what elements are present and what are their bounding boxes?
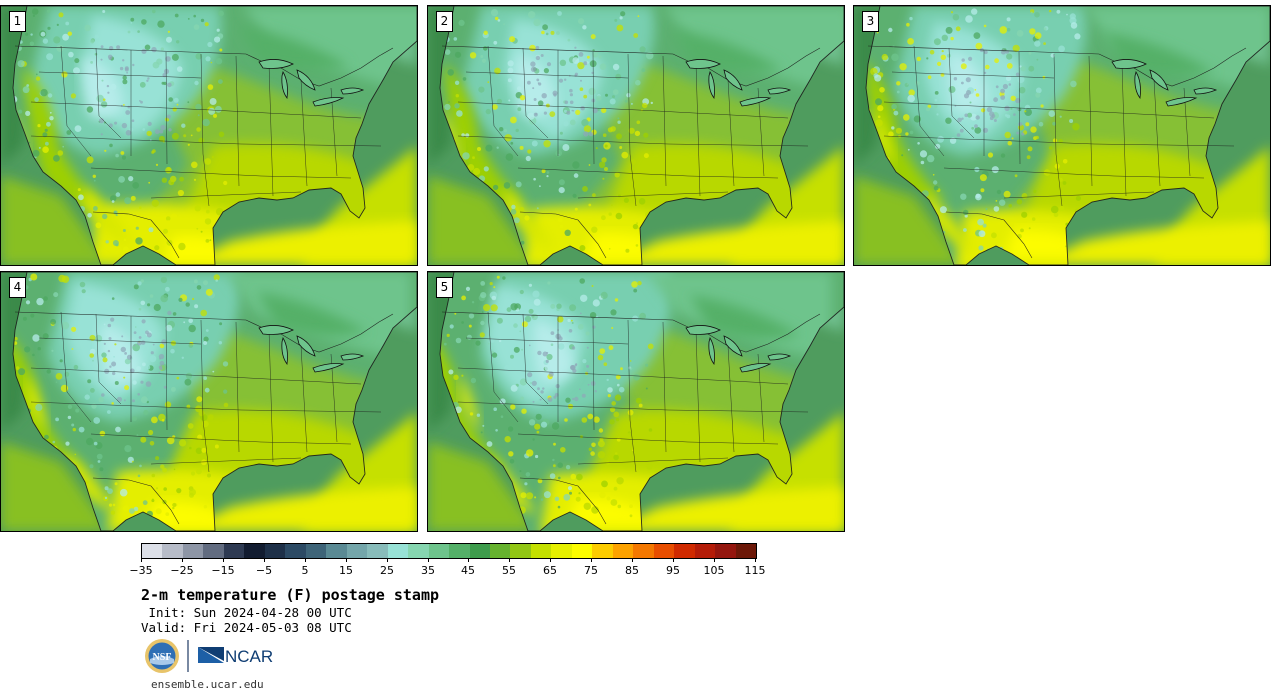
init-time: Init: Sun 2024-04-28 00 UTC — [141, 605, 352, 620]
colorbar-swatch — [612, 544, 634, 558]
colorbar-tick-label: 85 — [625, 564, 639, 577]
colorbar-swatch — [510, 544, 531, 558]
ensemble-member-map-3: 3 — [853, 5, 1271, 266]
colorbar-tick-mark — [428, 558, 429, 562]
colorbar-tick-mark — [346, 558, 347, 562]
footer-url: ensemble.ucar.edu — [151, 678, 264, 691]
colorbar-tick-label: 95 — [666, 564, 680, 577]
temperature-map — [1, 272, 417, 531]
colorbar-tick-mark — [591, 558, 592, 562]
colorbar-tick-label: −25 — [170, 564, 194, 577]
colorbar-swatch — [633, 544, 654, 558]
colorbar-swatch — [530, 544, 552, 558]
colorbar-swatch — [264, 544, 286, 558]
colorbar-tick-mark — [673, 558, 674, 562]
colorbar-tick-label: 45 — [461, 564, 475, 577]
member-number-label: 1 — [9, 11, 26, 32]
colorbar-tick-mark — [714, 558, 715, 562]
nsf-ncar-logo: NSF NCAR — [145, 639, 273, 673]
colorbar-tick-label: 115 — [744, 564, 766, 577]
colorbar-swatch — [469, 544, 490, 558]
temperature-map — [1, 6, 417, 265]
colorbar-swatch — [305, 544, 327, 558]
colorbar-tick-mark — [755, 558, 756, 562]
colorbar-tick-mark — [550, 558, 551, 562]
member-number-label: 5 — [436, 277, 453, 298]
ensemble-member-map-1: 1 — [0, 5, 418, 266]
colorbar-tick-mark — [305, 558, 306, 562]
temperature-map — [428, 272, 844, 531]
ncar-logo-icon: NCAR — [198, 647, 273, 666]
colorbar-swatch — [428, 544, 450, 558]
ensemble-member-map-5: 5 — [427, 271, 845, 532]
colorbar-swatch — [326, 544, 347, 558]
colorbar-tick-label: 55 — [502, 564, 516, 577]
colorbar-tick-label: 75 — [584, 564, 598, 577]
svg-text:NCAR: NCAR — [225, 647, 273, 666]
colorbar-swatch — [715, 544, 736, 558]
colorbar-swatch — [571, 544, 593, 558]
colorbar-tick-mark — [632, 558, 633, 562]
colorbar-tick-label: 35 — [421, 564, 435, 577]
colorbar-tick-mark — [509, 558, 510, 562]
colorbar-ticks: −35 −25 −15 −5 5 15 25 35 45 55 65 75 85 95 105 115 — [129, 558, 766, 578]
colorbar-tick-mark — [182, 558, 183, 562]
colorbar-swatch — [367, 544, 388, 558]
colorbar-swatch — [735, 544, 757, 558]
colorbar-tick-mark — [468, 558, 469, 562]
colorbar-tick-label: 15 — [339, 564, 353, 577]
colorbar-swatch — [408, 544, 429, 558]
colorbar-swatch — [449, 544, 470, 558]
nsf-logo-icon: NSF — [145, 639, 179, 673]
colorbar-tick-mark — [387, 558, 388, 562]
colorbar-tick-label: 65 — [543, 564, 557, 577]
ensemble-member-map-4: 4 — [0, 271, 418, 532]
ensemble-member-map-2: 2 — [427, 5, 845, 266]
colorbar-swatch — [182, 544, 204, 558]
colorbar-swatch — [674, 544, 695, 558]
colorbar-swatch — [694, 544, 716, 558]
plot-title: 2-m temperature (F) postage stamp — [141, 586, 440, 604]
colorbar-swatch — [162, 544, 183, 558]
colorbar-swatch — [551, 544, 572, 558]
colorbar-swatch — [223, 544, 245, 558]
colorbar-tick-mark — [264, 558, 265, 562]
colorbar-tick-mark — [223, 558, 224, 562]
svg-text:NSF: NSF — [153, 652, 172, 663]
member-number-label: 2 — [436, 11, 453, 32]
colorbar-swatch — [592, 544, 613, 558]
logos: NSF NCAR — [143, 637, 283, 675]
member-number-label: 3 — [862, 11, 879, 32]
colorbar-swatch — [653, 544, 675, 558]
colorbar-tick-label: −35 — [129, 564, 153, 577]
colorbar-swatch — [285, 544, 306, 558]
temperature-map — [854, 6, 1270, 265]
colorbar-swatch — [489, 544, 511, 558]
colorbar-tick-label: −5 — [255, 564, 273, 577]
temperature-colorbar — [141, 543, 757, 559]
colorbar-tick-label: 5 — [301, 564, 309, 577]
colorbar-tick-mark — [141, 558, 142, 562]
colorbar-tick-label: 25 — [380, 564, 394, 577]
colorbar-swatch — [203, 544, 224, 558]
colorbar-tick-label: −15 — [211, 564, 235, 577]
member-number-label: 4 — [9, 277, 26, 298]
colorbar-swatch — [244, 544, 265, 558]
valid-time: Valid: Fri 2024-05-03 08 UTC — [141, 620, 352, 635]
colorbar-swatch — [387, 544, 409, 558]
temperature-map — [428, 6, 844, 265]
colorbar-swatch — [346, 544, 368, 558]
colorbar-swatch — [142, 544, 163, 558]
colorbar-tick-label: 105 — [703, 564, 725, 577]
